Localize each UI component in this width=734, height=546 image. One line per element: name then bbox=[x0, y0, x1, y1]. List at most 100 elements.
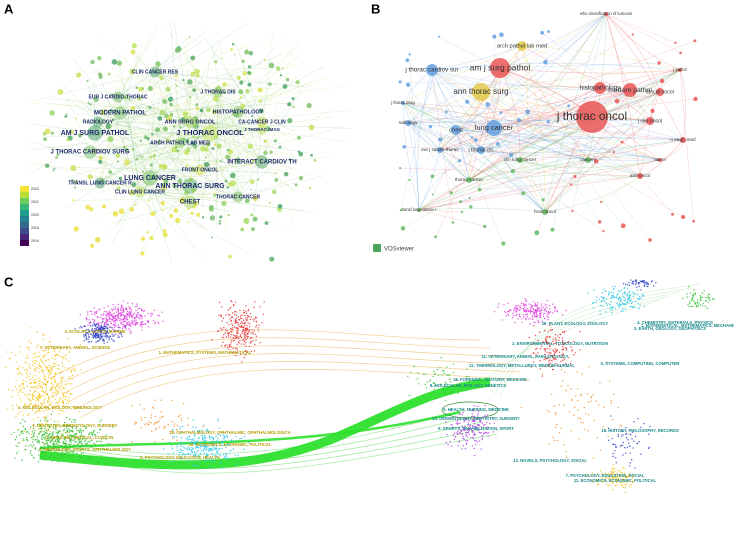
dot bbox=[232, 324, 234, 327]
dot bbox=[630, 486, 632, 488]
dot bbox=[243, 436, 246, 438]
dot bbox=[612, 443, 614, 445]
dot bbox=[536, 304, 539, 306]
dot bbox=[16, 367, 18, 370]
dot bbox=[449, 373, 451, 376]
dot bbox=[471, 431, 474, 433]
node bbox=[247, 70, 251, 75]
node bbox=[162, 182, 166, 186]
dot bbox=[624, 491, 626, 494]
dot bbox=[554, 310, 556, 312]
legend-label: 2020 bbox=[31, 213, 39, 217]
edge bbox=[418, 176, 575, 211]
node-label: j thorac imag bbox=[390, 100, 415, 105]
node bbox=[431, 193, 434, 196]
edge bbox=[402, 102, 572, 185]
dot bbox=[645, 283, 647, 285]
dot bbox=[187, 461, 189, 463]
dot bbox=[564, 347, 567, 349]
dot bbox=[548, 312, 550, 314]
dot bbox=[59, 398, 62, 401]
dot bbox=[598, 404, 600, 406]
edge bbox=[237, 171, 317, 198]
dot bbox=[44, 398, 46, 400]
dot bbox=[135, 309, 137, 312]
node-label: CA-CANCER J CLIN bbox=[238, 119, 286, 125]
dot bbox=[57, 391, 59, 394]
dot bbox=[24, 369, 26, 371]
dot bbox=[134, 423, 136, 425]
dot bbox=[102, 318, 104, 320]
dot bbox=[49, 436, 51, 438]
dot bbox=[122, 318, 125, 320]
dot bbox=[88, 336, 90, 338]
node bbox=[158, 141, 161, 145]
dot bbox=[524, 317, 527, 320]
node bbox=[131, 182, 137, 188]
dot bbox=[561, 354, 563, 356]
dot bbox=[634, 283, 637, 285]
dot bbox=[629, 452, 632, 454]
dot bbox=[47, 415, 49, 417]
node bbox=[264, 221, 269, 226]
node bbox=[139, 139, 142, 142]
dot bbox=[549, 362, 552, 365]
dot bbox=[112, 303, 115, 306]
dot bbox=[100, 331, 102, 333]
dot bbox=[40, 369, 42, 371]
dot bbox=[42, 394, 44, 397]
dot bbox=[41, 387, 44, 389]
edge bbox=[468, 159, 661, 181]
dot bbox=[82, 330, 85, 332]
dot bbox=[50, 371, 53, 373]
node bbox=[648, 238, 652, 242]
dot bbox=[558, 431, 561, 434]
dot bbox=[457, 444, 459, 447]
edge bbox=[480, 91, 661, 161]
dot bbox=[120, 333, 123, 336]
dot bbox=[85, 319, 88, 321]
dot bbox=[36, 346, 38, 348]
dot bbox=[92, 434, 94, 437]
dot bbox=[49, 430, 51, 433]
dot bbox=[48, 374, 51, 376]
node bbox=[297, 150, 301, 153]
node bbox=[510, 169, 515, 174]
dot bbox=[96, 333, 99, 335]
dot bbox=[236, 343, 238, 346]
node bbox=[600, 200, 603, 204]
edge bbox=[455, 13, 607, 131]
dot bbox=[688, 301, 691, 303]
dot bbox=[603, 288, 605, 291]
dot bbox=[40, 437, 43, 439]
edge bbox=[114, 117, 151, 179]
dot bbox=[103, 327, 106, 330]
dot bbox=[713, 298, 715, 300]
dot bbox=[54, 405, 56, 407]
dot bbox=[203, 439, 206, 441]
dot bbox=[39, 424, 41, 426]
edge bbox=[105, 176, 191, 203]
dot bbox=[114, 308, 117, 311]
dot bbox=[205, 429, 207, 432]
dot bbox=[17, 413, 19, 416]
node bbox=[112, 91, 124, 103]
dot bbox=[556, 310, 559, 313]
edge bbox=[217, 91, 228, 158]
dot bbox=[74, 436, 77, 438]
node bbox=[98, 155, 103, 161]
dot bbox=[112, 317, 114, 319]
dot bbox=[40, 455, 42, 458]
dot bbox=[547, 313, 549, 316]
dot bbox=[549, 311, 551, 313]
dot bbox=[17, 445, 19, 447]
node bbox=[659, 78, 665, 84]
dot bbox=[608, 291, 610, 294]
dot bbox=[91, 432, 93, 434]
node bbox=[172, 183, 177, 188]
dot bbox=[575, 395, 577, 397]
dot bbox=[626, 300, 629, 303]
dot bbox=[474, 443, 477, 446]
dot bbox=[453, 438, 455, 441]
